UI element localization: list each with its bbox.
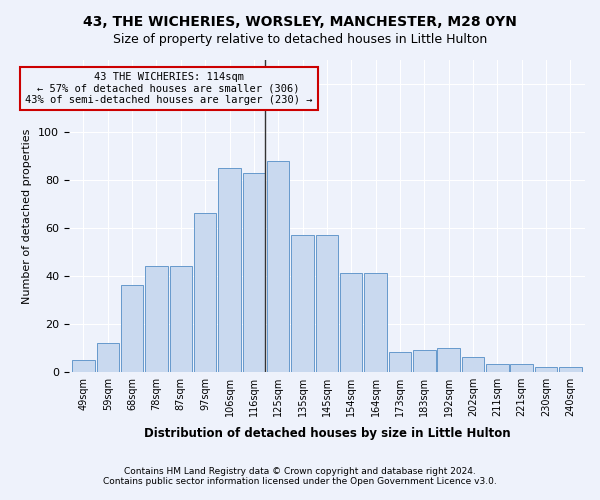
Text: 43, THE WICHERIES, WORSLEY, MANCHESTER, M28 0YN: 43, THE WICHERIES, WORSLEY, MANCHESTER, …	[83, 15, 517, 29]
X-axis label: Distribution of detached houses by size in Little Hulton: Distribution of detached houses by size …	[143, 427, 510, 440]
Bar	[194, 214, 217, 372]
Bar	[486, 364, 509, 372]
Bar	[340, 274, 362, 372]
Bar	[364, 274, 387, 372]
Bar	[242, 172, 265, 372]
Bar	[316, 235, 338, 372]
Bar	[121, 286, 143, 372]
Bar	[413, 350, 436, 372]
Bar	[535, 367, 557, 372]
Bar	[462, 358, 484, 372]
Bar	[511, 364, 533, 372]
Bar	[292, 235, 314, 372]
Text: Contains public sector information licensed under the Open Government Licence v3: Contains public sector information licen…	[103, 477, 497, 486]
Bar	[218, 168, 241, 372]
Text: 43 THE WICHERIES: 114sqm
← 57% of detached houses are smaller (306)
43% of semi-: 43 THE WICHERIES: 114sqm ← 57% of detach…	[25, 72, 313, 105]
Text: Contains HM Land Registry data © Crown copyright and database right 2024.: Contains HM Land Registry data © Crown c…	[124, 467, 476, 476]
Bar	[437, 348, 460, 372]
Bar	[97, 343, 119, 372]
Bar	[389, 352, 411, 372]
Bar	[145, 266, 167, 372]
Y-axis label: Number of detached properties: Number of detached properties	[22, 128, 32, 304]
Bar	[72, 360, 95, 372]
Bar	[170, 266, 192, 372]
Bar	[267, 160, 289, 372]
Text: Size of property relative to detached houses in Little Hulton: Size of property relative to detached ho…	[113, 32, 487, 46]
Bar	[559, 367, 581, 372]
